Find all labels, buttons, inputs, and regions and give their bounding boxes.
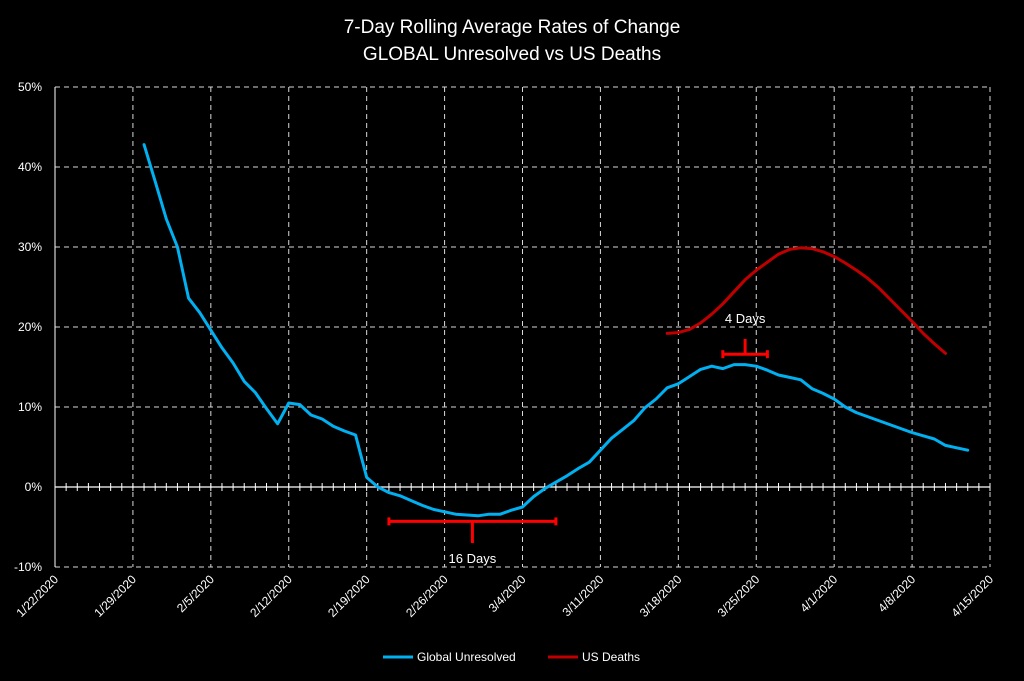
annotation-label: 16 Days: [449, 551, 497, 566]
y-tick-label: 0%: [25, 480, 43, 494]
y-tick-label: 30%: [18, 240, 42, 254]
y-tick-label: 40%: [18, 160, 42, 174]
annotation-bracket: 16 Days: [387, 517, 558, 566]
legend-label: Global Unresolved: [417, 650, 516, 664]
y-tick-label: 50%: [18, 80, 42, 94]
y-tick-label: 20%: [18, 320, 42, 334]
annotation-label: 4 Days: [725, 311, 766, 326]
annotations: 16 Days 4 Days: [387, 311, 769, 566]
annotation-bracket: 4 Days: [721, 311, 769, 359]
chart-title-line-1: 7-Day Rolling Average Rates of Change: [344, 17, 681, 38]
series-lines: [142, 143, 970, 518]
legend-label: US Deaths: [582, 650, 640, 664]
chart-title-line-2: GLOBAL Unresolved vs US Deaths: [363, 44, 661, 65]
series-line-1: [665, 246, 947, 355]
y-tick-label: -10%: [14, 560, 42, 574]
legend: Global Unresolved US Deaths: [383, 650, 640, 664]
y-tick-label: 10%: [18, 400, 42, 414]
